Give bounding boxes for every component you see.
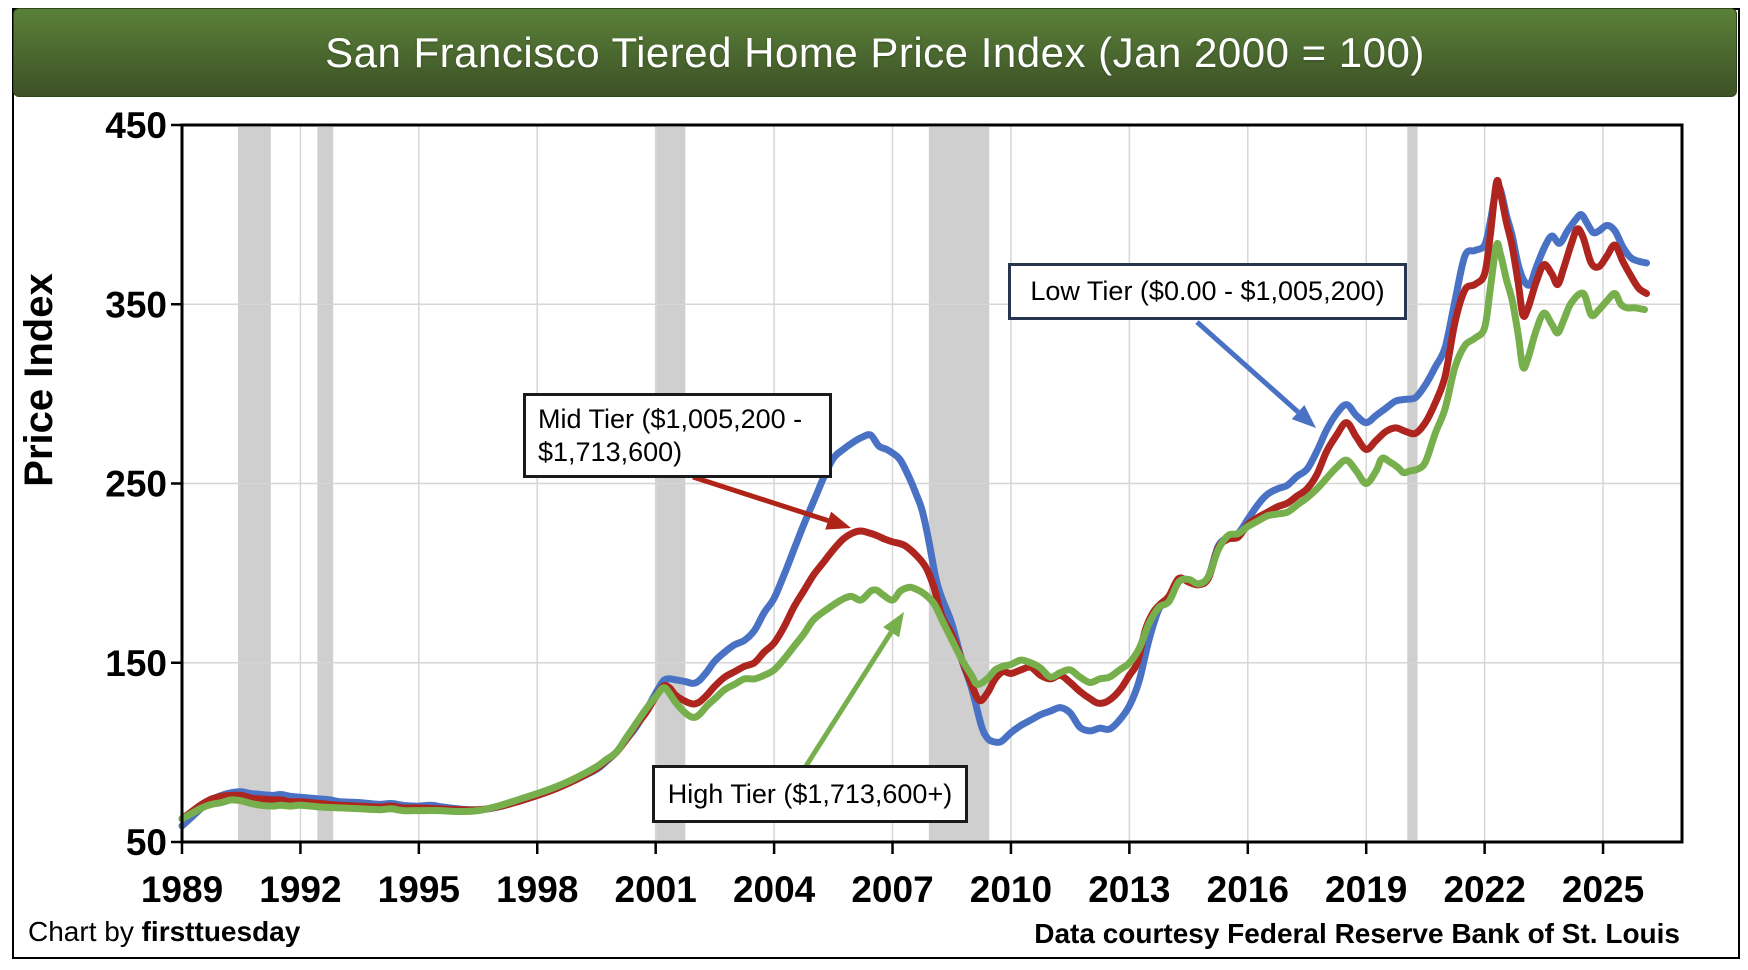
footer-credit-left: Chart by firsttuesday <box>28 916 300 948</box>
y-tick-label: 450 <box>105 105 167 146</box>
low-tier-arrowhead <box>1291 404 1316 428</box>
x-tick-label: 2016 <box>1207 869 1289 910</box>
plot-frame <box>180 123 1684 844</box>
annotation-high-tier-label: High Tier ($1,713,600+) <box>667 778 953 809</box>
x-tick-label: 2022 <box>1443 869 1525 910</box>
x-tick-label: 2010 <box>970 869 1052 910</box>
mid-tier-arrowhead <box>825 511 851 530</box>
x-tick-label: 1989 <box>141 869 223 910</box>
x-tick-label: 2004 <box>733 869 816 910</box>
annotation-mid-tier-label-line2: $1,713,600) <box>538 436 683 467</box>
x-tick-label: 2025 <box>1562 869 1644 910</box>
y-axis-title: Price Index <box>17 273 61 486</box>
series-line-mid-tier <box>178 176 1650 823</box>
footer-credit-left-prefix: Chart by <box>28 916 142 947</box>
x-tick-label: 1995 <box>378 869 460 910</box>
annotation-mid-tier-label-line1: Mid Tier ($1,005,200 - <box>538 403 803 434</box>
low-tier-arrow <box>1195 320 1300 414</box>
high-tier-arrow <box>803 630 894 768</box>
title-banner: San Francisco Tiered Home Price Index (J… <box>13 8 1737 97</box>
mid-tier-arrow <box>692 474 829 524</box>
x-tick-label: 2007 <box>851 869 933 910</box>
y-tick-label: 350 <box>105 284 167 325</box>
series-line-high-tier <box>178 239 1648 823</box>
x-tick-label: 1992 <box>259 869 341 910</box>
x-tick-label: 2019 <box>1325 869 1407 910</box>
brand-name: firsttuesday <box>141 916 301 947</box>
annotation-high-tier: High Tier ($1,713,600+) <box>652 765 968 823</box>
x-tick-label: 2001 <box>615 869 697 910</box>
page-title: San Francisco Tiered Home Price Index (J… <box>325 28 1425 76</box>
y-tick-label: 150 <box>105 643 167 684</box>
series-line-low-tier <box>178 181 1650 830</box>
x-tick-label: 2013 <box>1088 869 1170 910</box>
annotation-low-tier: Low Tier ($0.00 - $1,005,200) <box>1008 263 1407 320</box>
y-tick-label: 50 <box>126 822 167 863</box>
x-tick-label: 1998 <box>496 869 578 910</box>
y-tick-label: 250 <box>105 464 167 505</box>
annotation-low-tier-label: Low Tier ($0.00 - $1,005,200) <box>1030 276 1385 307</box>
high-tier-arrowhead <box>883 612 904 638</box>
footer-credit-right: Data courtesy Federal Reserve Bank of St… <box>1034 918 1680 949</box>
annotation-mid-tier: Mid Tier ($1,005,200 - $1,713,600) <box>523 393 832 478</box>
